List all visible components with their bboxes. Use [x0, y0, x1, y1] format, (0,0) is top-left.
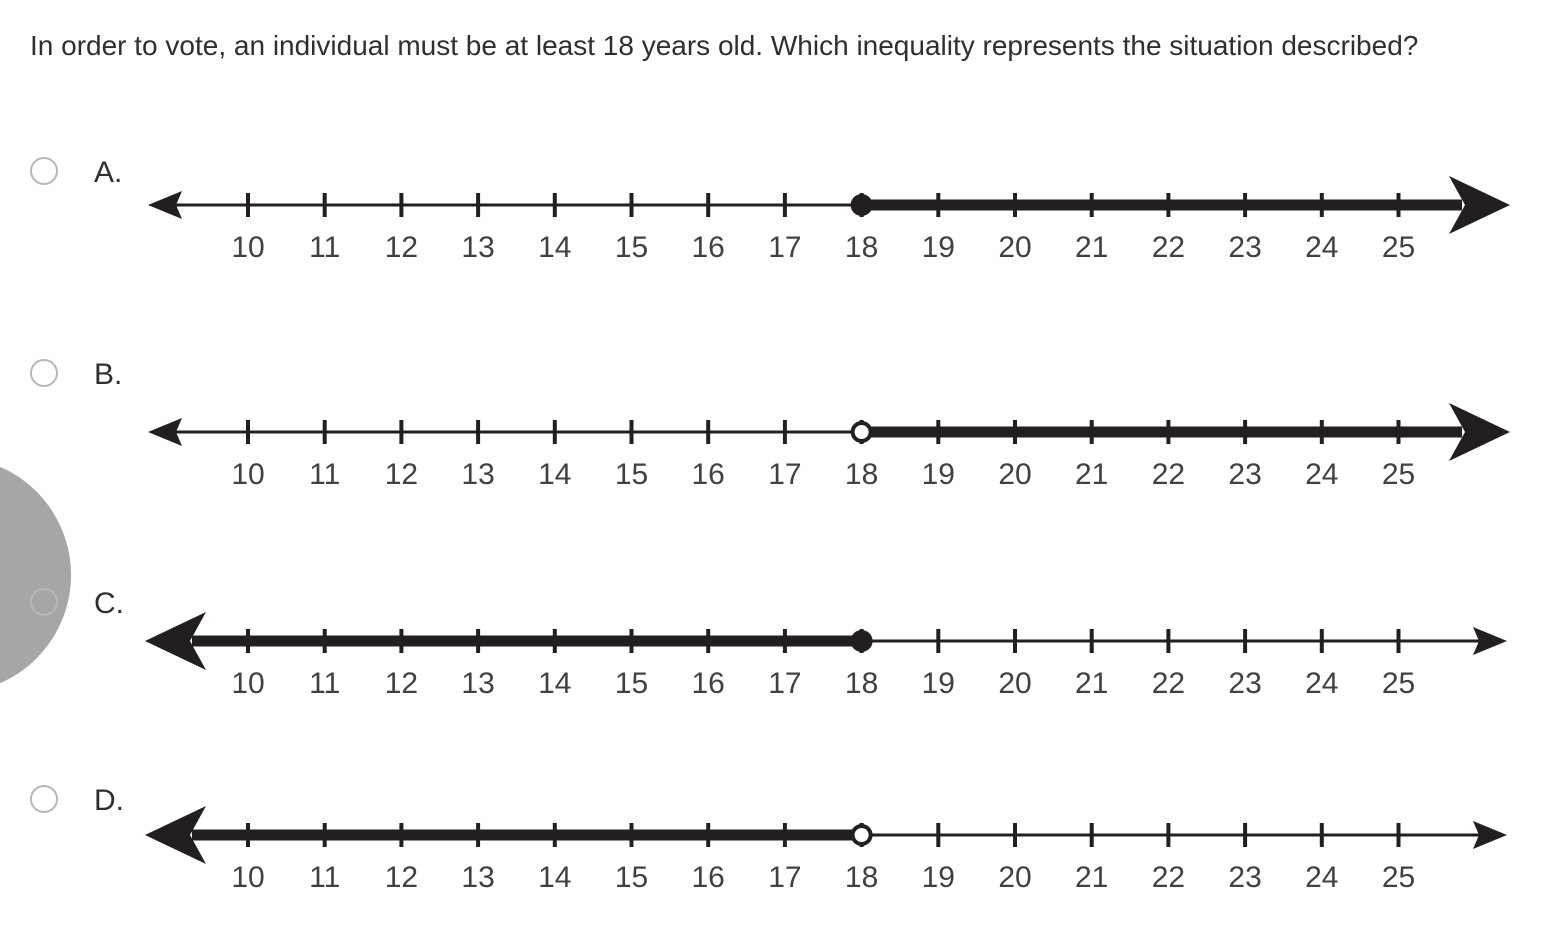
svg-text:22: 22 [1152, 458, 1185, 491]
option-b-number-line: 10 11 12 13 14 15 16 17 18 19 20 21 22 23 24 25 [148, 403, 1510, 491]
svg-text:17: 17 [768, 667, 801, 700]
option-row-c: C. 10 11 12 13 14 15 16 17 18 19 20 21 22 23 24 25 [0, 0, 1550, 700]
svg-text:23: 23 [1228, 231, 1261, 264]
svg-text:19: 19 [922, 861, 955, 894]
svg-text:20: 20 [998, 861, 1031, 894]
svg-text:18: 18 [845, 667, 878, 700]
option-b-label: B. [94, 358, 123, 391]
svg-text:23: 23 [1228, 458, 1261, 491]
option-d-radio[interactable] [30, 785, 58, 813]
svg-text:22: 22 [1152, 861, 1185, 894]
svg-text:13: 13 [461, 861, 494, 894]
svg-text:15: 15 [615, 861, 648, 894]
svg-text:22: 22 [1152, 231, 1185, 264]
svg-text:16: 16 [692, 458, 725, 491]
option-row-a: A. 10 11 12 13 14 15 16 17 18 19 20 21 22 23 24 25 [0, 0, 1550, 264]
option-a-radio[interactable] [30, 157, 58, 185]
svg-text:14: 14 [538, 231, 571, 264]
svg-text:12: 12 [385, 667, 418, 700]
svg-text:15: 15 [615, 231, 648, 264]
svg-text:12: 12 [385, 861, 418, 894]
svg-text:23: 23 [1228, 667, 1261, 700]
svg-text:14: 14 [538, 458, 571, 491]
svg-text:16: 16 [692, 231, 725, 264]
svg-text:14: 14 [538, 861, 571, 894]
svg-text:20: 20 [998, 667, 1031, 700]
svg-text:25: 25 [1382, 231, 1415, 264]
svg-text:15: 15 [615, 667, 648, 700]
option-c-radio[interactable] [30, 588, 58, 616]
question-text: In order to vote, an individual must be … [30, 30, 1419, 61]
svg-text:20: 20 [998, 458, 1031, 491]
svg-text:21: 21 [1075, 231, 1108, 264]
svg-text:24: 24 [1305, 861, 1338, 894]
svg-text:18: 18 [845, 231, 878, 264]
svg-text:13: 13 [461, 667, 494, 700]
option-c-label: C. [94, 587, 124, 620]
svg-text:18: 18 [845, 861, 878, 894]
svg-text:11: 11 [309, 861, 340, 894]
svg-text:19: 19 [922, 458, 955, 491]
svg-text:17: 17 [768, 458, 801, 491]
svg-text:25: 25 [1382, 667, 1415, 700]
svg-text:16: 16 [692, 861, 725, 894]
svg-text:12: 12 [385, 458, 418, 491]
svg-text:16: 16 [692, 667, 725, 700]
svg-text:11: 11 [309, 667, 340, 700]
svg-text:10: 10 [231, 861, 264, 894]
svg-text:11: 11 [309, 231, 340, 264]
svg-text:21: 21 [1075, 458, 1108, 491]
svg-text:21: 21 [1075, 861, 1108, 894]
svg-text:13: 13 [461, 231, 494, 264]
svg-text:19: 19 [922, 667, 955, 700]
svg-text:10: 10 [231, 667, 264, 700]
svg-text:25: 25 [1382, 458, 1415, 491]
svg-text:20: 20 [998, 231, 1031, 264]
svg-text:12: 12 [385, 231, 418, 264]
svg-text:17: 17 [768, 231, 801, 264]
svg-text:17: 17 [768, 861, 801, 894]
option-row-d: D. 10 11 12 13 14 15 16 17 18 19 20 21 22 23 24 25 [0, 0, 1550, 894]
svg-text:19: 19 [922, 231, 955, 264]
option-b-radio[interactable] [30, 359, 58, 387]
option-d-label: D. [94, 784, 124, 817]
option-a-label: A. [94, 156, 123, 189]
svg-text:23: 23 [1228, 861, 1261, 894]
svg-text:10: 10 [231, 458, 264, 491]
svg-text:14: 14 [538, 667, 571, 700]
svg-text:24: 24 [1305, 231, 1338, 264]
svg-text:25: 25 [1382, 861, 1415, 894]
option-c-number-line: 10 11 12 13 14 15 16 17 18 19 20 21 22 23 24 25 [145, 612, 1507, 700]
svg-text:15: 15 [615, 458, 648, 491]
svg-text:11: 11 [309, 458, 340, 491]
svg-text:10: 10 [231, 231, 264, 264]
option-a-number-line: 10 11 12 13 14 15 16 17 18 19 20 21 22 23 24 25 [148, 176, 1510, 264]
svg-text:24: 24 [1305, 458, 1338, 491]
option-d-number-line: 10 11 12 13 14 15 16 17 18 19 20 21 22 23 24 25 [145, 806, 1507, 894]
svg-text:22: 22 [1152, 667, 1185, 700]
svg-text:13: 13 [461, 458, 494, 491]
svg-text:24: 24 [1305, 667, 1338, 700]
gray-circle-overlay [0, 457, 71, 693]
option-row-b: B. 10 11 12 13 14 15 16 17 18 19 20 21 22 23 24 25 [0, 0, 1550, 491]
svg-text:18: 18 [845, 458, 878, 491]
svg-text:21: 21 [1075, 667, 1108, 700]
